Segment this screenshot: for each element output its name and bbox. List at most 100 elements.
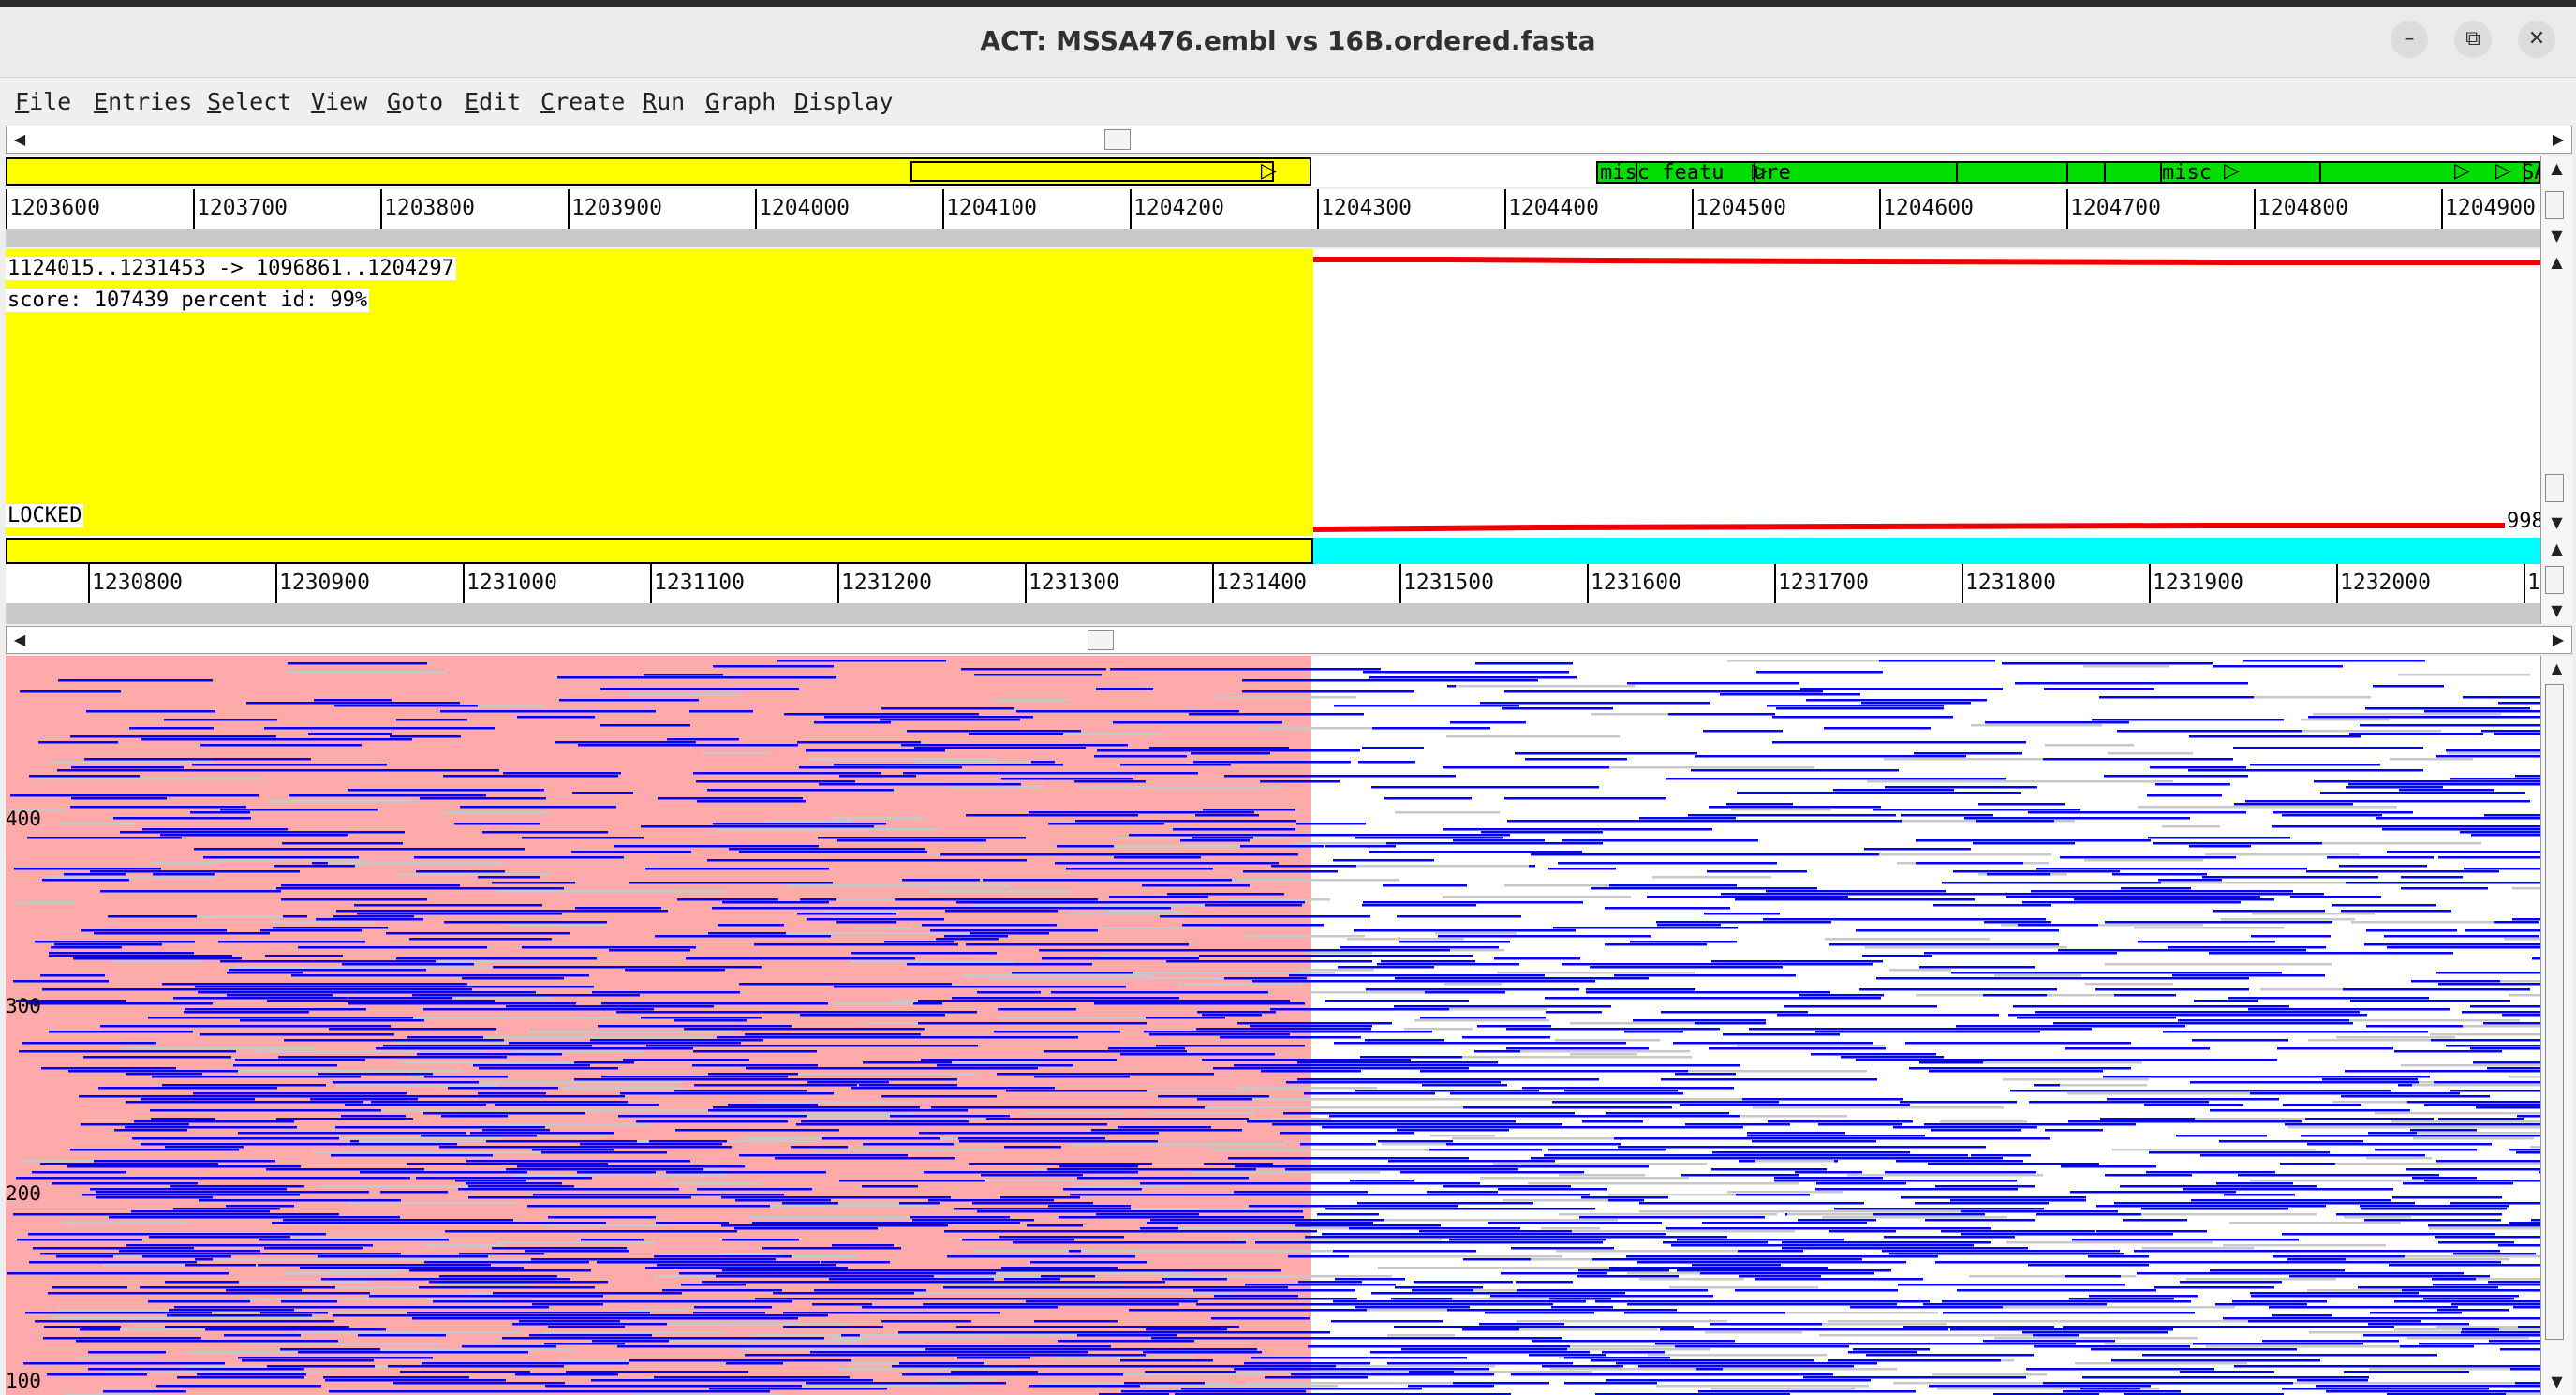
bottom-cyan-bar[interactable] <box>1313 538 2540 564</box>
misc-feature-bar[interactable]: misc_featu ure ▷ misc ▷ ▷ ▷ SA <box>1596 161 2540 184</box>
read-bar <box>1363 671 1569 674</box>
scroll-right-arrow[interactable]: ▶ <box>2552 631 2565 648</box>
read-bar <box>364 991 536 994</box>
menu-display[interactable]: Display <box>794 88 894 115</box>
read-bar <box>1680 1157 1899 1160</box>
read-bar <box>1001 1267 1118 1269</box>
read-bar <box>363 848 525 851</box>
read-bar <box>1668 713 1775 716</box>
read-bar <box>966 943 1189 946</box>
read-bar <box>444 921 607 924</box>
scroll-left-arrow[interactable]: ◀ <box>13 130 26 148</box>
scroll-down-arrow[interactable]: ▼ <box>2551 601 2563 619</box>
read-bar <box>1648 1354 1827 1357</box>
read-bar <box>1059 1165 1138 1168</box>
comparison-vscroll-thumb[interactable] <box>2545 474 2564 502</box>
close-button[interactable]: ✕ <box>2518 21 2555 58</box>
bottom-track-vertical-scrollbar[interactable]: ▲ ▼ <box>2540 536 2572 624</box>
yellow-feature[interactable] <box>910 161 1274 182</box>
read-bar <box>1426 1345 1611 1348</box>
menu-edit[interactable]: Edit <box>465 88 522 115</box>
read-bar <box>1829 1230 1896 1233</box>
scroll-up-arrow[interactable]: ▲ <box>2551 253 2563 271</box>
reads-vscroll-thumb[interactable] <box>2545 684 2564 1340</box>
read-bar <box>1924 952 2117 955</box>
read-bar <box>2369 1368 2540 1371</box>
bottom-scroll-thumb[interactable] <box>1088 630 1114 650</box>
read-alignment-view[interactable]: 400 300 200 100 <box>6 656 2540 1395</box>
menu-view[interactable]: View <box>311 88 368 115</box>
ruler-tick: 1203800 <box>380 189 475 229</box>
top-vertical-scrollbar[interactable]: ▲ ▼ <box>2540 156 2572 249</box>
read-bar <box>1443 896 1631 898</box>
read-bar <box>129 727 214 730</box>
read-bar <box>318 1073 433 1076</box>
read-bar <box>360 1171 527 1174</box>
read-bar <box>1014 1303 1179 1306</box>
menu-file[interactable]: File <box>15 88 72 115</box>
read-bar <box>2195 1118 2305 1120</box>
top-horizontal-scrollbar[interactable]: ◀ ▶ <box>6 126 2572 154</box>
ruler-tick: 1231900 <box>2149 564 2243 603</box>
scroll-down-arrow[interactable]: ▼ <box>2551 227 2563 245</box>
read-bar <box>1100 927 1218 929</box>
read-bar <box>629 882 833 884</box>
scroll-up-arrow[interactable]: ▲ <box>2551 159 2563 177</box>
bottom-selected-bar[interactable] <box>6 538 1313 564</box>
read-bar <box>1094 755 1187 758</box>
read-bar <box>1517 1289 1702 1292</box>
read-bar <box>98 1188 287 1191</box>
menu-create[interactable]: Create <box>540 88 626 115</box>
top-vscroll-thumb[interactable] <box>2545 191 2564 219</box>
read-bar <box>645 868 829 870</box>
read-bar <box>1661 1137 1787 1140</box>
menu-entries[interactable]: Entries <box>94 88 193 115</box>
read-bar <box>1542 1365 1623 1368</box>
read-bar <box>922 924 1057 927</box>
menu-goto[interactable]: Goto <box>387 88 444 115</box>
read-bar <box>482 1129 550 1132</box>
scroll-up-arrow[interactable]: ▲ <box>2551 540 2563 557</box>
read-bar <box>93 1233 326 1236</box>
scroll-left-arrow[interactable]: ◀ <box>13 631 26 648</box>
bottom-track-vscroll-thumb[interactable] <box>2545 566 2564 594</box>
match-coordinates: 1124015..1231453 -> 1096861..1204297 <box>6 257 456 280</box>
read-bar <box>2451 1045 2540 1047</box>
read-bar <box>585 1165 648 1168</box>
bottom-feature-track[interactable] <box>6 536 2540 564</box>
read-bar <box>2141 1208 2288 1210</box>
read-bar <box>49 1031 193 1033</box>
scroll-down-arrow[interactable]: ▼ <box>2551 1373 2563 1390</box>
read-bar <box>1371 991 1505 994</box>
read-bar <box>185 1008 366 1011</box>
read-bar <box>847 1067 1038 1070</box>
read-bar <box>1362 747 1424 749</box>
top-feature-track[interactable]: ▷ misc_featu ure ▷ misc ▷ ▷ ▷ SA <box>6 156 2540 187</box>
read-bar <box>1118 1126 1211 1129</box>
read-bar <box>1106 910 1182 913</box>
menu-select[interactable]: Select <box>207 88 292 115</box>
read-bar <box>1941 1230 2095 1233</box>
scroll-right-arrow[interactable]: ▶ <box>2552 130 2565 148</box>
menu-run[interactable]: Run <box>643 88 686 115</box>
read-bar <box>2134 927 2284 929</box>
read-bar <box>2476 1106 2540 1109</box>
scroll-up-arrow[interactable]: ▲ <box>2551 660 2563 677</box>
reads-vertical-scrollbar[interactable]: ▲ ▼ <box>2540 656 2572 1395</box>
read-bar <box>285 1298 505 1300</box>
minimize-button[interactable]: – <box>2391 21 2428 58</box>
read-bar <box>2060 856 2236 859</box>
bottom-horizontal-scrollbar[interactable]: ◀ ▶ <box>6 626 2572 654</box>
maximize-button[interactable]: ⧉ <box>2454 21 2492 58</box>
top-scroll-thumb[interactable] <box>1104 129 1131 150</box>
read-bar <box>1304 1092 1435 1095</box>
read-bar <box>148 1017 262 1019</box>
read-bar <box>1243 870 1338 873</box>
comparison-panel[interactable]: 1124015..1231453 -> 1096861..1204297 sco… <box>6 249 2540 536</box>
scroll-down-arrow[interactable]: ▼ <box>2551 513 2563 531</box>
comparison-vertical-scrollbar[interactable]: ▲ ▼ <box>2540 249 2572 536</box>
read-bar <box>1511 1115 1740 1118</box>
menu-graph[interactable]: Graph <box>705 88 777 115</box>
read-bar <box>1784 1005 1908 1008</box>
read-bar <box>825 910 900 913</box>
